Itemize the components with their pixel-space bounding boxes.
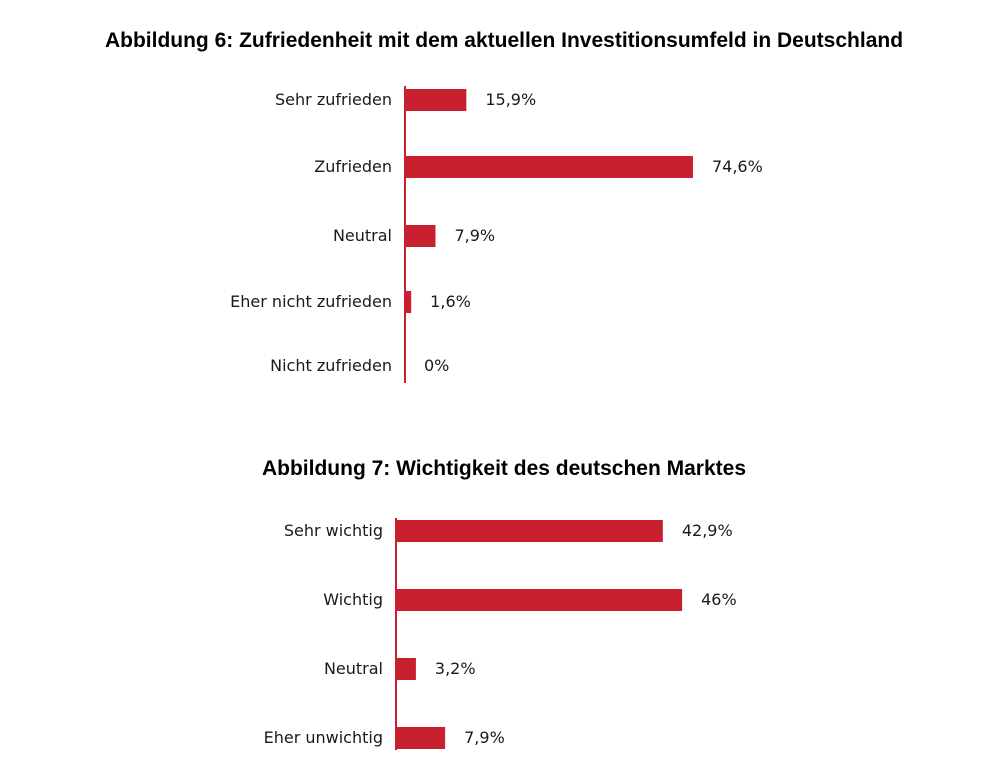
- category-label: Eher nicht zufrieden: [230, 292, 392, 311]
- market-importance-chart-plot: Sehr wichtig 42,9% Wichtig 46% Neutral 3,2% Eh…: [264, 518, 737, 750]
- data-label: 1,6%: [430, 292, 471, 311]
- bar: [396, 589, 683, 611]
- satisfaction-chart-plot: Sehr zufrieden 15,9% Zufrieden 74,6% Neutral…: [230, 86, 763, 383]
- data-label: 15,9%: [485, 90, 536, 109]
- category-label: Zufrieden: [314, 157, 392, 176]
- category-label: Neutral: [324, 659, 383, 678]
- category-label: Sehr wichtig: [284, 521, 383, 540]
- data-label: 0%: [424, 356, 449, 375]
- market-importance-chart: Abbildung 7: Wichtigkeit des deutschen M…: [0, 440, 1008, 776]
- data-label: 7,9%: [464, 728, 505, 747]
- satisfaction-chart: Abbildung 6: Zufriedenheit mit dem aktue…: [104, 29, 904, 383]
- category-label: Nicht zufrieden: [270, 356, 392, 375]
- chart-title: Abbildung 7: Wichtigkeit des deutschen M…: [261, 457, 747, 480]
- bar: [405, 156, 693, 178]
- bar: [405, 89, 467, 111]
- data-label: 7,9%: [454, 226, 495, 245]
- data-label: 3,2%: [435, 659, 476, 678]
- category-label: Wichtig: [323, 590, 383, 609]
- bar: [396, 727, 446, 749]
- bar: [405, 291, 412, 313]
- category-label: Eher unwichtig: [264, 728, 383, 747]
- chart-title: Abbildung 6: Zufriedenheit mit dem aktue…: [104, 29, 904, 52]
- data-label: 46%: [701, 590, 737, 609]
- data-label: 74,6%: [712, 157, 763, 176]
- category-label: Neutral: [333, 226, 392, 245]
- bar: [396, 520, 663, 542]
- bar: [396, 658, 416, 680]
- data-label: 42,9%: [682, 521, 733, 540]
- bar: [405, 225, 436, 247]
- category-label: Sehr zufrieden: [275, 90, 392, 109]
